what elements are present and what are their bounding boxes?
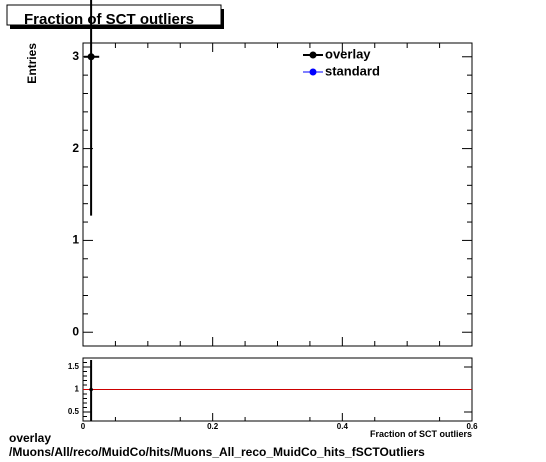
x-axis-label: Fraction of SCT outliers bbox=[370, 429, 472, 439]
ratio-x-tick-label: 0.4 bbox=[337, 422, 349, 431]
ratio-x-tick-label: 0 bbox=[81, 422, 86, 431]
ratio-x-tick-label: 0.2 bbox=[207, 422, 219, 431]
ratio-x-tick-label: 0.6 bbox=[466, 422, 478, 431]
y-tick-label: 0 bbox=[72, 324, 79, 338]
y-axis-label: Entries bbox=[25, 43, 39, 84]
y-tick-label: 3 bbox=[72, 49, 79, 63]
ratio-point bbox=[89, 387, 93, 392]
legend: overlay standard bbox=[303, 46, 380, 78]
y-tick-label: 2 bbox=[72, 141, 79, 155]
ratio-y-tick-label: 0.5 bbox=[68, 407, 80, 416]
legend-standard-marker bbox=[309, 68, 317, 76]
data-point bbox=[87, 53, 95, 61]
ratio-y-tick-label: 1 bbox=[75, 385, 80, 394]
footer-line-2: /Muons/All/reco/MuidCo/hits/Muons_All_re… bbox=[9, 445, 425, 459]
legend-overlay-marker bbox=[309, 51, 317, 59]
legend-overlay-label: overlay bbox=[325, 46, 371, 61]
chart-title: Fraction of SCT outliers bbox=[24, 11, 194, 28]
main-axis-ticks: 0 1 2 3 bbox=[72, 43, 473, 346]
ratio-data-marks bbox=[83, 360, 472, 421]
main-plot-frame bbox=[82, 42, 473, 347]
y-tick-label: 1 bbox=[72, 233, 79, 247]
title-box: Fraction of SCT outliers bbox=[6, 4, 224, 29]
ratio-axis-ticks: 0.5 1 1.5 0 0.2 0.4 0.6 bbox=[68, 362, 478, 431]
ratio-y-tick-label: 1.5 bbox=[68, 362, 80, 371]
main-data-marks bbox=[84, 0, 100, 216]
footer-line-1: overlay bbox=[9, 431, 56, 445]
legend-standard-label: standard bbox=[325, 63, 380, 78]
